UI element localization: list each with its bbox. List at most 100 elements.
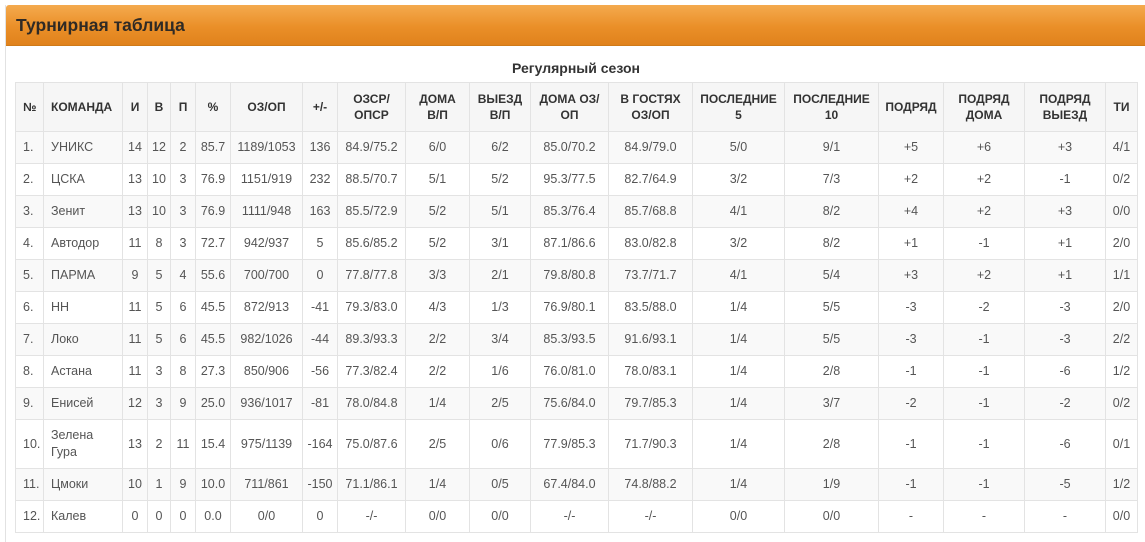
cell-points-for-against: 700/700	[230, 259, 303, 292]
cell-points-for-against: 942/937	[230, 227, 303, 260]
cell-avg-points: 71.1/86.1	[337, 468, 406, 501]
col-header-wins: В	[147, 82, 171, 132]
cell-point-diff: 136	[302, 131, 338, 164]
cell-losses: 9	[170, 387, 196, 420]
cell-avg-points: 78.0/84.8	[337, 387, 406, 420]
cell-away-points: 71.7/90.3	[608, 419, 693, 469]
cell-games: 13	[122, 195, 148, 228]
cell-point-diff: 163	[302, 195, 338, 228]
cell-last-10: 1/9	[784, 468, 879, 501]
cell-wins: 5	[147, 259, 171, 292]
cell-win-pct: 45.5	[195, 323, 231, 356]
cell-games: 9	[122, 259, 148, 292]
cell-team[interactable]: Калев	[43, 500, 123, 533]
cell-last-10: 5/5	[784, 291, 879, 324]
col-header-losses: П	[170, 82, 196, 132]
cell-win-pct: 45.5	[195, 291, 231, 324]
table-row: 12. Калев 0 0 0 0.0 0/0 0 -/- 0/0 0/0 -/- -/- 0/0 0/0-…	[15, 500, 1138, 533]
col-header-team: КОМАНДА	[43, 82, 123, 132]
cell-away-record: 5/2	[469, 163, 531, 196]
cell-away-record: 1/6	[469, 355, 531, 388]
cell-team[interactable]: Цмоки	[43, 468, 123, 501]
cell-win-pct: 76.9	[195, 163, 231, 196]
cell-team[interactable]: УНИКС	[43, 131, 123, 164]
cell-losses: 4	[170, 259, 196, 292]
cell-home-record: 5/2	[405, 227, 470, 260]
cell-home-record: 3/3	[405, 259, 470, 292]
col-header-home-points: ДОМА ОЗ/ ОП	[530, 82, 609, 132]
cell-team[interactable]: ЦСКА	[43, 163, 123, 196]
cell-wins: 10	[147, 195, 171, 228]
cell-head-to-head: 2/0	[1105, 291, 1138, 324]
cell-games: 11	[122, 227, 148, 260]
cell-home-record: 2/2	[405, 323, 470, 356]
cell-team[interactable]: Енисей	[43, 387, 123, 420]
cell-away-record: 3/4	[469, 323, 531, 356]
cell-avg-points: 79.3/83.0	[337, 291, 406, 324]
col-header-rank: №	[15, 82, 44, 132]
cell-win-pct: 55.6	[195, 259, 231, 292]
table-header-row: № КОМАНДА И В П % ОЗ/ОП +/- ОЗСР/ ОПСР Д…	[15, 82, 1138, 132]
cell-home-streak: -1	[943, 468, 1025, 501]
cell-avg-points: 84.9/75.2	[337, 131, 406, 164]
cell-away-record: 1/3	[469, 291, 531, 324]
cell-win-pct: 27.3	[195, 355, 231, 388]
cell-head-to-head: 0/1	[1105, 419, 1138, 469]
cell-point-diff: -44	[302, 323, 338, 356]
cell-away-points: 85.7/68.8	[608, 195, 693, 228]
cell-home-points: 76.0/81.0	[530, 355, 609, 388]
cell-team[interactable]: Автодор	[43, 227, 123, 260]
cell-streak: +5	[878, 131, 944, 164]
cell-rank: 3.	[15, 195, 44, 228]
cell-home-points: 75.6/84.0	[530, 387, 609, 420]
col-header-streak: ПОДРЯД	[878, 82, 944, 132]
cell-home-points: 85.0/70.2	[530, 131, 609, 164]
cell-point-diff: 0	[302, 500, 338, 533]
cell-away-streak: -3	[1024, 323, 1106, 356]
col-header-home-streak: ПОДРЯД ДОМА	[943, 82, 1025, 132]
cell-rank: 1.	[15, 131, 44, 164]
cell-away-streak: -5	[1024, 468, 1106, 501]
cell-team[interactable]: ПАРМА	[43, 259, 123, 292]
cell-home-streak: +2	[943, 195, 1025, 228]
cell-away-record: 0/6	[469, 419, 531, 469]
cell-last-5: 3/2	[692, 163, 785, 196]
cell-losses: 6	[170, 291, 196, 324]
cell-points-for-against: 872/913	[230, 291, 303, 324]
cell-team[interactable]: Астана	[43, 355, 123, 388]
cell-avg-points: 88.5/70.7	[337, 163, 406, 196]
cell-home-streak: -1	[943, 419, 1025, 469]
col-header-points-for-against: ОЗ/ОП	[230, 82, 303, 132]
cell-streak: +2	[878, 163, 944, 196]
cell-away-points: 78.0/83.1	[608, 355, 693, 388]
cell-avg-points: -/-	[337, 500, 406, 533]
cell-points-for-against: 1189/1053	[230, 131, 303, 164]
cell-home-record: 4/3	[405, 291, 470, 324]
cell-rank: 8.	[15, 355, 44, 388]
cell-wins: 5	[147, 291, 171, 324]
cell-team[interactable]: Зелена Гура	[43, 419, 123, 469]
cell-points-for-against: 0/0	[230, 500, 303, 533]
cell-head-to-head: 0/0	[1105, 195, 1138, 228]
cell-last-10: 5/5	[784, 323, 879, 356]
col-header-avg-points: ОЗСР/ ОПСР	[337, 82, 406, 132]
cell-win-pct: 25.0	[195, 387, 231, 420]
cell-losses: 8	[170, 355, 196, 388]
cell-team[interactable]: Локо	[43, 323, 123, 356]
cell-team[interactable]: Зенит	[43, 195, 123, 228]
col-header-point-diff: +/-	[302, 82, 338, 132]
cell-away-streak: +3	[1024, 131, 1106, 164]
cell-avg-points: 89.3/93.3	[337, 323, 406, 356]
col-header-away-record: ВЫЕЗД В/П	[469, 82, 531, 132]
cell-streak: -1	[878, 419, 944, 469]
cell-games: 10	[122, 468, 148, 501]
cell-streak: -1	[878, 468, 944, 501]
page-title: Турнирная таблица	[16, 15, 185, 35]
cell-wins: 0	[147, 500, 171, 533]
cell-home-points: 87.1/86.6	[530, 227, 609, 260]
cell-away-streak: +1	[1024, 227, 1106, 260]
cell-team[interactable]: НН	[43, 291, 123, 324]
cell-away-points: 83.5/88.0	[608, 291, 693, 324]
cell-last-10: 8/2	[784, 227, 879, 260]
cell-last-5: 1/4	[692, 387, 785, 420]
